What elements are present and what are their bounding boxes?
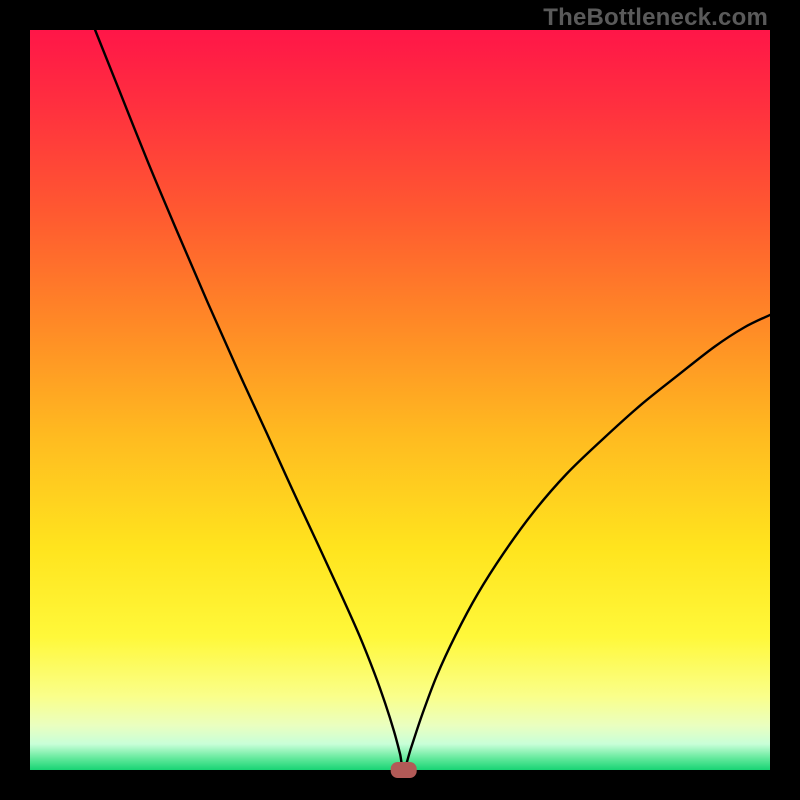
optimum-marker [391, 762, 417, 778]
chart-svg [0, 0, 800, 800]
chart-frame: TheBottleneck.com [0, 0, 800, 800]
watermark-text: TheBottleneck.com [543, 4, 768, 32]
plot-background [30, 30, 770, 770]
